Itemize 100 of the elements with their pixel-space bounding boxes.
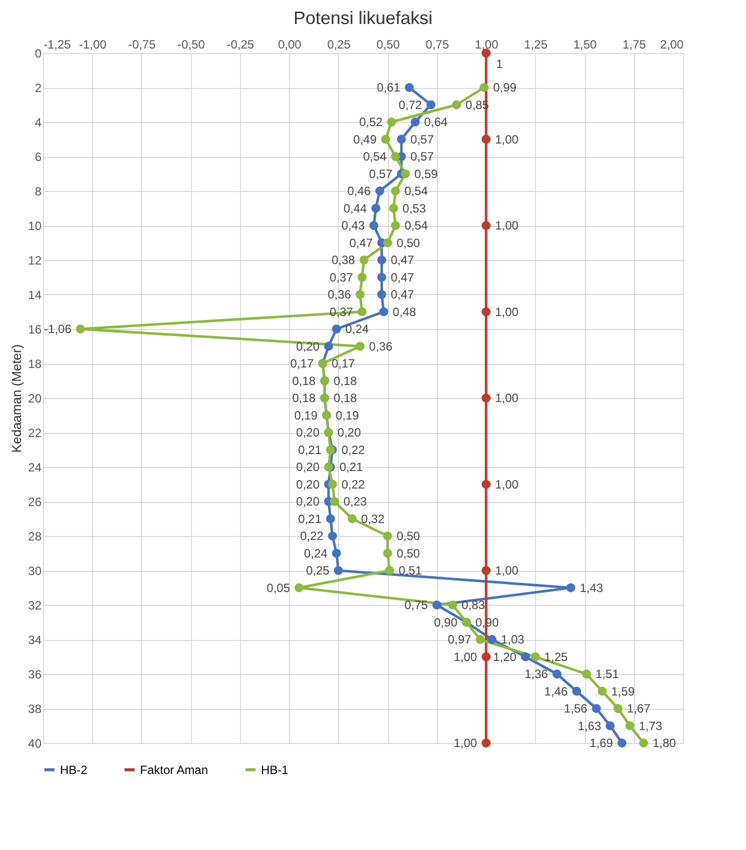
data-label: 1,56	[564, 702, 588, 716]
data-label: 1,00	[495, 218, 519, 232]
data-label: 0,20	[296, 477, 320, 492]
data-label: 0,47	[390, 270, 414, 284]
y-tick-label: 18	[28, 357, 42, 371]
data-label: 0,17	[332, 356, 356, 370]
data-label: 0,18	[334, 391, 358, 405]
x-tick-label: 1,75	[622, 38, 646, 52]
data-label: 0,51	[398, 564, 422, 578]
data-label: 0,05	[266, 580, 290, 595]
data-label: 0,20	[296, 460, 320, 474]
data-label: 1,59	[611, 684, 635, 698]
data-label: 1,69	[590, 736, 614, 750]
x-tick-label: 0,25	[327, 38, 351, 52]
data-label: 0,50	[396, 236, 420, 250]
legend-label: HB-1	[261, 762, 289, 777]
y-tick-label: 14	[28, 288, 42, 302]
data-label: 0,72	[398, 98, 422, 112]
data-label: 0,49	[353, 132, 377, 146]
y-tick-label: 32	[28, 598, 42, 612]
y-tick-label: 22	[28, 426, 42, 440]
y-tick-label: 10	[28, 219, 42, 233]
x-tick-label: -0,75	[128, 38, 156, 52]
data-label: 0,90	[434, 615, 458, 630]
data-label: 0,83	[462, 598, 486, 612]
y-tick-label: 6	[34, 150, 42, 164]
data-label: 0,32	[361, 512, 385, 526]
x-tick-label: 0,00	[278, 38, 302, 52]
data-label: 1,63	[578, 718, 602, 733]
y-tick-label: 8	[34, 184, 42, 198]
data-label: 0,21	[298, 442, 322, 457]
data-label: 1,51	[596, 667, 620, 681]
x-tick-label: 1,25	[524, 38, 548, 52]
y-tick-label: 24	[28, 460, 42, 474]
data-label: 0,38	[332, 253, 356, 267]
data-label: 0,52	[359, 115, 383, 129]
data-label: 0,23	[343, 494, 368, 508]
data-label: 1,00	[495, 564, 519, 578]
y-tick-label: 12	[28, 254, 42, 268]
y-tick-label: 4	[34, 116, 42, 130]
data-label: 0,19	[336, 408, 360, 422]
y-tick-label: 38	[28, 702, 42, 716]
data-label: 0,59	[414, 166, 438, 181]
data-label: 0,20	[296, 426, 320, 440]
data-label: 0,75	[404, 598, 428, 612]
data-label: 0,21	[298, 512, 322, 526]
x-tick-label: 2,00	[660, 38, 684, 52]
x-tick-label: 0,50	[376, 38, 400, 52]
y-tick-label: 16	[28, 322, 42, 336]
data-label: 1,00	[495, 477, 519, 492]
data-label: 1,20	[493, 650, 517, 664]
y-tick-label: 28	[28, 530, 42, 544]
data-label: 0,54	[363, 150, 387, 164]
data-label: 0,22	[300, 529, 324, 543]
data-label: 0,36	[369, 339, 393, 354]
data-label: 0,50	[396, 529, 420, 543]
data-label: 1,43	[580, 580, 604, 595]
y-tick-label: 40	[28, 736, 42, 750]
data-label: 0,37	[330, 270, 354, 284]
data-label: 1,80	[652, 736, 676, 750]
data-label: 0,36	[328, 288, 352, 302]
data-label: 0,17	[290, 356, 314, 370]
data-label: 0,24	[304, 546, 328, 560]
x-tick-label: -0,25	[226, 38, 254, 52]
data-label: 0,57	[410, 150, 434, 164]
data-label: 0,53	[402, 201, 426, 216]
data-label: 1,25	[544, 650, 568, 664]
y-tick-label: 26	[28, 495, 42, 509]
x-tick-label: -1,25	[44, 38, 72, 52]
data-label: 0,61	[376, 80, 401, 94]
data-label: 0,21	[340, 460, 364, 474]
legend-label: HB-2	[60, 762, 88, 777]
x-tick-label: 1,00	[474, 38, 499, 52]
data-label: 0,22	[341, 477, 366, 492]
data-label: 0,47	[390, 253, 414, 267]
data-label: 0,47	[349, 236, 374, 250]
legend-label: Faktor Aman	[140, 762, 208, 777]
data-label: 0,44	[343, 201, 368, 216]
data-label: 0,18	[334, 374, 358, 388]
data-label: 1,73	[638, 718, 663, 733]
data-label: 1,00	[454, 736, 478, 750]
data-label: 0,50	[396, 546, 420, 560]
data-label: 1,00	[495, 132, 519, 146]
data-label: 1,36	[524, 667, 548, 681]
x-tick-label: -0,50	[178, 38, 206, 52]
data-label: 1,03	[500, 632, 525, 646]
data-label: 0,47	[390, 288, 414, 302]
data-label: -1,06	[44, 322, 72, 336]
x-tick-label: -1,00	[79, 38, 107, 52]
y-axis-title: Kedaaman (Meter)	[9, 344, 24, 453]
data-label: 0,22	[341, 442, 366, 457]
chart-title: Potensi likuefaksi	[293, 8, 433, 28]
data-label: 0,20	[338, 426, 362, 440]
data-label: 0,19	[294, 408, 318, 422]
data-label: 1,00	[495, 304, 519, 319]
data-label: 0,99	[493, 80, 517, 94]
data-label: 1,00	[454, 650, 478, 664]
y-tick-label: 30	[28, 564, 42, 578]
data-label: 0,54	[404, 184, 428, 198]
data-label: 0,64	[424, 115, 448, 129]
